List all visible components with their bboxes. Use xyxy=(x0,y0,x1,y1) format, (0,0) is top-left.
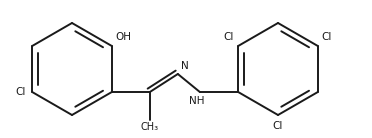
Text: Cl: Cl xyxy=(273,121,283,131)
Text: NH: NH xyxy=(189,96,205,106)
Text: N: N xyxy=(181,61,189,71)
Text: Cl: Cl xyxy=(224,32,234,42)
Text: OH: OH xyxy=(116,32,132,42)
Text: Cl: Cl xyxy=(16,87,26,97)
Text: Cl: Cl xyxy=(322,32,332,42)
Text: CH₃: CH₃ xyxy=(141,122,159,132)
